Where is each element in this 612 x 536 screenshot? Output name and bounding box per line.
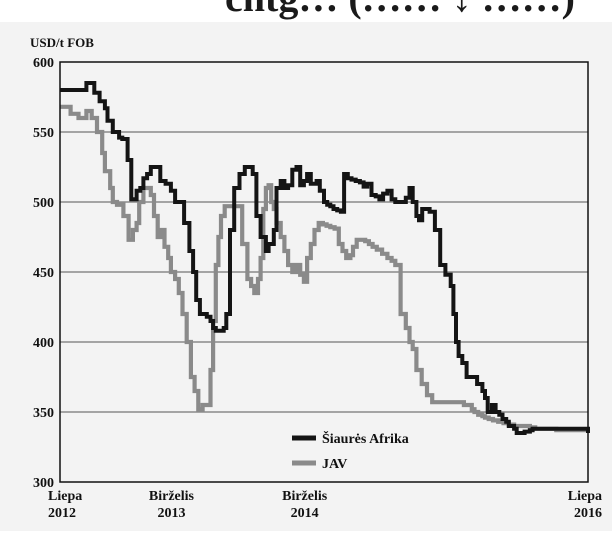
chart-panel: USD/t FOB 300 350 400 450 500 550 600 Liepa 201…: [0, 22, 612, 531]
y-tick-label: 300: [33, 476, 54, 491]
x-tick-labels: Liepa 2012 Birželis 2013 Birželis 2014 Liepa 20…: [48, 489, 602, 521]
x-tick-label-line1: Liepa: [48, 489, 82, 504]
x-tick-label-line2: 2013: [157, 506, 185, 521]
legend-label: JAV: [322, 457, 347, 472]
y-tick-label: 400: [33, 336, 54, 351]
series-lines: [60, 81, 590, 435]
series-line-siaures-afrika: [60, 81, 590, 435]
y-tick-label: 350: [33, 406, 54, 421]
x-tick-label-line2: 2012: [48, 506, 76, 521]
x-tick-label-line2: 2014: [291, 506, 319, 521]
gridlines: [60, 131, 588, 413]
header-title-fragment: cntg… (…… ↓ ……): [225, 0, 575, 21]
plot-frame: [59, 61, 589, 483]
price-line-chart: USD/t FOB 300 350 400 450 500 550 600 Liepa 201…: [30, 35, 602, 521]
y-axis-label: USD/t FOB: [30, 35, 94, 50]
legend-label: Šiaurės Afrika: [322, 430, 409, 447]
header-strip: cntg… (…… ↓ ……): [0, 0, 612, 22]
x-tick-label-line2: 2016: [574, 506, 602, 521]
legend: Šiaurės Afrika JAV: [292, 430, 409, 472]
y-tick-label: 600: [33, 56, 54, 71]
y-tick-label: 500: [33, 196, 54, 211]
x-tick-label-line1: Birželis: [282, 489, 328, 504]
y-tick-label: 550: [33, 126, 54, 141]
x-tick-label-line1: Liepa: [568, 489, 602, 504]
y-tick-label: 450: [33, 266, 54, 281]
series-line-jav: [60, 104, 588, 433]
y-tick-labels: 300 350 400 450 500 550 600: [33, 56, 54, 491]
x-tick-label-line1: Birželis: [149, 489, 195, 504]
